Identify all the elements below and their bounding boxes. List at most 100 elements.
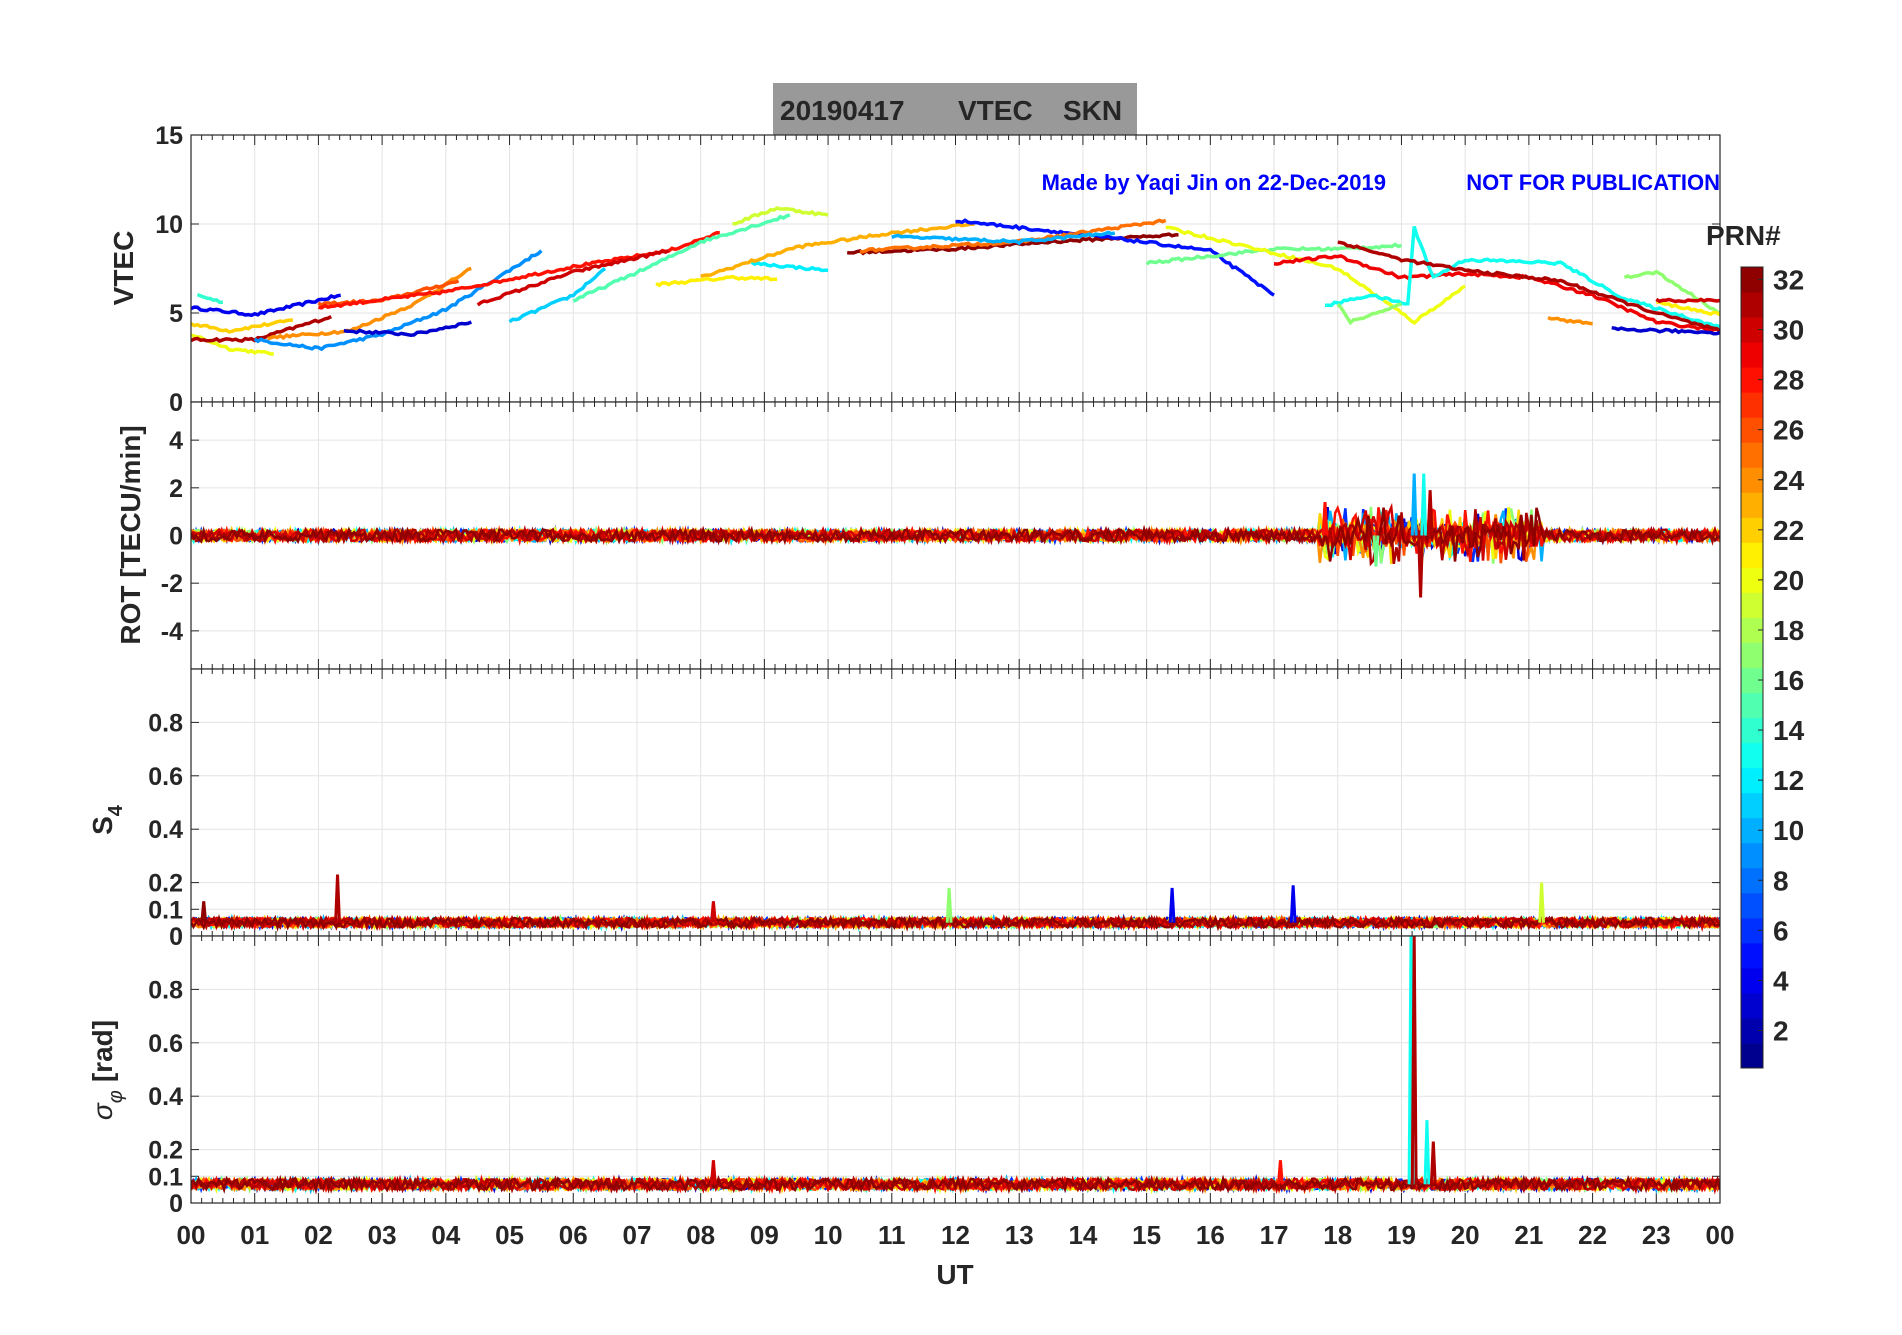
chart-title-quantity: VTEC bbox=[958, 95, 1033, 126]
sigma-panel: 00.10.2 0.4 0.6 0.8 bbox=[148, 935, 1721, 1218]
rot-y-label: ROT [TECU/min] bbox=[115, 425, 146, 644]
x-tick-label: 23 bbox=[1642, 1220, 1671, 1250]
vtec-arc-prn-3 bbox=[1611, 326, 1720, 336]
colorbar-level bbox=[1741, 967, 1763, 994]
x-tick-label: 22 bbox=[1578, 1220, 1607, 1250]
x-tick-label: 04 bbox=[431, 1220, 460, 1250]
colorbar-tick-label: 16 bbox=[1773, 665, 1804, 696]
s4-y-label-sub: 4 bbox=[105, 804, 127, 816]
s4-y-tick-label: 0.6 bbox=[148, 763, 183, 791]
vtec-arc-prn-20 bbox=[1165, 225, 1466, 326]
colorbar-level bbox=[1741, 342, 1763, 368]
sigma-axes-frame bbox=[190, 935, 1721, 1204]
colorbar-level bbox=[1741, 267, 1763, 293]
colorbar-tick-label: 10 bbox=[1773, 815, 1804, 846]
rot-spike-prn-28 bbox=[1321, 502, 1329, 536]
colorbar-level bbox=[1741, 742, 1763, 769]
vtec-arc-prn-22 bbox=[191, 318, 293, 334]
vtec-arc-prn-21 bbox=[1655, 299, 1720, 317]
vtec-arc-prn-31 bbox=[1337, 240, 1720, 333]
colorbar-level bbox=[1741, 917, 1763, 944]
vtec-arc-prn-30 bbox=[1655, 297, 1720, 304]
x-tick-label: 01 bbox=[240, 1220, 269, 1250]
colorbar-level bbox=[1741, 1042, 1763, 1069]
rot-spike-prn-31 bbox=[1426, 490, 1434, 536]
s4-y-tick-label: 0.1 bbox=[148, 896, 183, 924]
vtec-y-tick-label: 10 bbox=[155, 211, 183, 239]
colorbar-level bbox=[1741, 692, 1763, 719]
vtec-arc-prn-21 bbox=[655, 274, 778, 288]
colorbar-frame bbox=[1740, 266, 1764, 1069]
s4-y-label: S4 bbox=[87, 804, 127, 835]
sigma-y-label-sub: φ bbox=[105, 1090, 127, 1103]
vtec-data bbox=[191, 206, 1720, 356]
sigma-y-tick-label: 0.2 bbox=[148, 1137, 183, 1165]
sigma-y-tick-label: 0.6 bbox=[148, 1030, 183, 1058]
s4-spike-prn-31 bbox=[334, 874, 341, 923]
sigma-data bbox=[191, 936, 1720, 1195]
s4-data bbox=[191, 874, 1720, 933]
vtec-arc-prn-12 bbox=[750, 260, 829, 273]
sigma-spike-prn-28 bbox=[1277, 1160, 1284, 1185]
sigma-spike-prn-13 bbox=[1423, 1120, 1431, 1185]
vtec-arc-prn-24 bbox=[267, 266, 472, 341]
colorbar-level bbox=[1741, 442, 1763, 468]
rot-panel: -4 -2 0 2 4 bbox=[161, 401, 1721, 670]
vtec-arc-prn-3 bbox=[343, 320, 473, 337]
colorbar-level bbox=[1741, 667, 1763, 694]
sigma-y-tick-label: 0.8 bbox=[148, 976, 183, 1004]
sigma-y-label-unit: [rad] bbox=[87, 1020, 118, 1082]
colorbar-level bbox=[1741, 317, 1763, 343]
rot-spike-prn-10 bbox=[1410, 473, 1418, 536]
vtec-arc-prn-24 bbox=[1547, 315, 1593, 326]
colorbar-level bbox=[1741, 517, 1763, 543]
colorbar-level bbox=[1741, 892, 1763, 919]
colorbar-tick-label: 8 bbox=[1773, 865, 1789, 896]
colorbar-level bbox=[1741, 642, 1763, 668]
s4-y-tick-label: 0.4 bbox=[148, 816, 183, 844]
s4-y-tick-label: 0 bbox=[169, 923, 183, 951]
s4-y-label-main: S bbox=[87, 816, 118, 835]
rot-data bbox=[191, 473, 1720, 598]
vtec-arc-prn-29 bbox=[1273, 254, 1720, 333]
x-tick-label: 15 bbox=[1132, 1220, 1161, 1250]
vtec-arc-prn-4 bbox=[191, 293, 342, 318]
colorbar-tick-label: 24 bbox=[1773, 465, 1805, 496]
colorbar-level bbox=[1741, 817, 1763, 844]
colorbar-level bbox=[1741, 467, 1763, 493]
colorbar-level bbox=[1741, 492, 1763, 518]
vtec-y-tick-label: 15 bbox=[155, 122, 183, 150]
colorbar-tick-label: 28 bbox=[1773, 365, 1804, 396]
colorbar-tick-label: 14 bbox=[1773, 715, 1805, 746]
vtec-arc-prn-30 bbox=[476, 249, 670, 307]
vtec-arc-prn-15 bbox=[572, 213, 791, 303]
sigma-y-label-main: σ bbox=[87, 1102, 118, 1120]
s4-spike-prn-19 bbox=[1538, 882, 1546, 923]
s4-y-tick-label: 0.2 bbox=[148, 870, 183, 898]
vtec-arc-prn-14 bbox=[196, 292, 223, 305]
rot-spike-prn-13 bbox=[1420, 473, 1428, 536]
vtec-arc-prn-5 bbox=[955, 218, 1275, 297]
x-tick-label: 03 bbox=[368, 1220, 397, 1250]
s4-spike-prn-30 bbox=[710, 901, 717, 923]
annotation-not-for-publication: NOT FOR PUBLICATION bbox=[1466, 170, 1720, 195]
rot-spike-prn-16 bbox=[1372, 535, 1380, 567]
colorbar-tick-label: 18 bbox=[1773, 615, 1804, 646]
x-tick-label: 16 bbox=[1196, 1220, 1225, 1250]
sigma-spike-prn-31 bbox=[1429, 1141, 1437, 1185]
x-tick-label: 13 bbox=[1005, 1220, 1034, 1250]
x-tick-label: 02 bbox=[304, 1220, 333, 1250]
sigma-y-tick-label: 0.4 bbox=[148, 1083, 183, 1111]
colorbar-level bbox=[1741, 417, 1763, 443]
rot-y-tick-label: 0 bbox=[169, 523, 183, 551]
colorbar-level bbox=[1741, 867, 1763, 894]
x-tick-label: 09 bbox=[750, 1220, 779, 1250]
colorbar-tick-label: 32 bbox=[1773, 265, 1804, 296]
colorbar-level bbox=[1741, 592, 1763, 618]
rot-y-tick-label: 4 bbox=[169, 427, 183, 455]
colorbar-level bbox=[1741, 717, 1763, 744]
colorbar-level bbox=[1741, 1017, 1763, 1044]
annotation-author: Made by Yaqi Jin on 22-Dec-2019 bbox=[1042, 170, 1386, 195]
colorbar-label: PRN# bbox=[1706, 220, 1781, 251]
